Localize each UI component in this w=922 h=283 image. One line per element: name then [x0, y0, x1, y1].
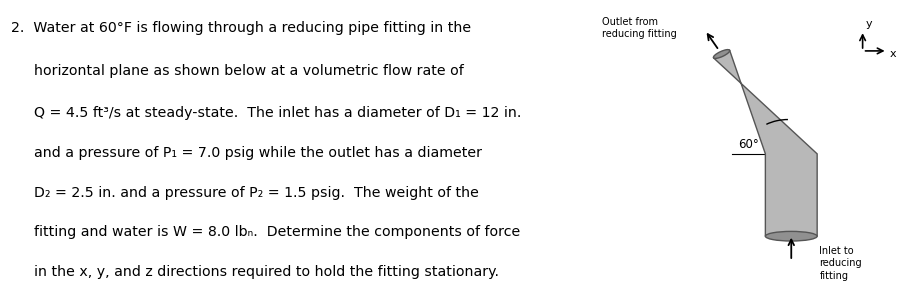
Text: 2.  Water at 60°F is flowing through a reducing pipe fitting in the: 2. Water at 60°F is flowing through a re…: [10, 22, 470, 35]
Text: in the x, y, and z directions required to hold the fitting stationary.: in the x, y, and z directions required t…: [34, 265, 499, 279]
Ellipse shape: [765, 231, 817, 241]
Text: y: y: [865, 19, 872, 29]
Polygon shape: [714, 50, 817, 236]
Ellipse shape: [714, 50, 729, 58]
Text: fitting and water is W = 8.0 lbₙ.  Determine the components of force: fitting and water is W = 8.0 lbₙ. Determ…: [34, 225, 520, 239]
Text: 60°: 60°: [739, 138, 759, 151]
Text: D₂ = 2.5 in. and a pressure of P₂ = 1.5 psig.  The weight of the: D₂ = 2.5 in. and a pressure of P₂ = 1.5 …: [34, 186, 479, 200]
Text: x: x: [889, 49, 896, 59]
Text: and a pressure of P₁ = 7.0 psig while the outlet has a diameter: and a pressure of P₁ = 7.0 psig while th…: [34, 146, 482, 160]
Text: Inlet to
reducing
fitting: Inlet to reducing fitting: [820, 246, 862, 281]
Text: Q = 4.5 ft³/s at steady-state.  The inlet has a diameter of D₁ = 12 in.: Q = 4.5 ft³/s at steady-state. The inlet…: [34, 106, 521, 120]
Text: horizontal plane as shown below at a volumetric flow rate of: horizontal plane as shown below at a vol…: [34, 64, 464, 78]
Text: Outlet from
reducing fitting: Outlet from reducing fitting: [602, 17, 677, 39]
